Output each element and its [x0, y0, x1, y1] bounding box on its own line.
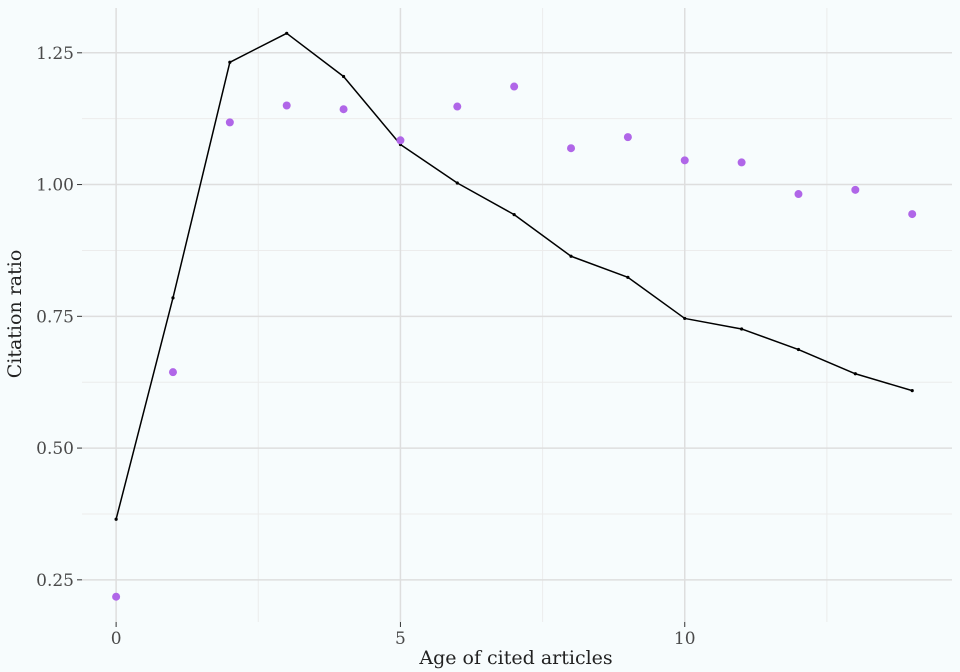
line-point	[740, 327, 744, 331]
line-point	[910, 389, 914, 393]
y-tick-label: 1.00	[36, 176, 74, 196]
y-tick-label: 1.25	[36, 44, 74, 64]
line-point	[683, 316, 687, 321]
scatter-point	[168, 368, 177, 377]
line-point	[341, 74, 346, 79]
scatter-point	[680, 156, 689, 165]
y-tick-label: 0.25	[36, 571, 74, 591]
scatter-point	[737, 158, 746, 167]
x-tick-label: 0	[111, 629, 122, 649]
line-point	[228, 60, 232, 64]
x-axis-title: Age of cited articles	[418, 647, 612, 669]
scatter-point	[396, 136, 405, 145]
scatter-point	[453, 102, 462, 111]
line-point	[796, 347, 801, 352]
scatter-point	[851, 185, 860, 194]
x-tick-label: 5	[395, 629, 406, 649]
minor-gridlines	[82, 8, 952, 622]
series-line	[115, 32, 913, 520]
scatter-point	[567, 144, 576, 153]
major-gridlines	[82, 8, 952, 622]
scatter-point	[112, 592, 121, 601]
y-axis-ticks: 0.25 0.50 0.75 1.00 1.25	[36, 44, 82, 591]
scatter-point	[282, 101, 291, 110]
x-axis-ticks: 0 5 10	[111, 622, 696, 649]
line-point	[171, 296, 175, 300]
line-point	[455, 181, 459, 185]
scatter-point	[339, 105, 348, 114]
y-tick-label: 0.75	[36, 307, 74, 327]
y-axis-title: Citation ratio	[4, 250, 26, 379]
scatter-point	[225, 118, 234, 127]
line-point	[285, 31, 289, 35]
scatter-point	[908, 210, 917, 219]
scatter-point	[794, 190, 803, 199]
series-layer	[112, 31, 917, 601]
x-tick-label: 10	[674, 629, 696, 649]
line-point	[626, 275, 630, 279]
y-tick-label: 0.50	[36, 439, 74, 459]
line-point	[114, 517, 118, 521]
scatter-point	[510, 82, 519, 91]
scatter-point	[623, 133, 632, 142]
line-point	[853, 372, 857, 376]
line-point	[569, 254, 573, 258]
line-point	[512, 212, 516, 217]
